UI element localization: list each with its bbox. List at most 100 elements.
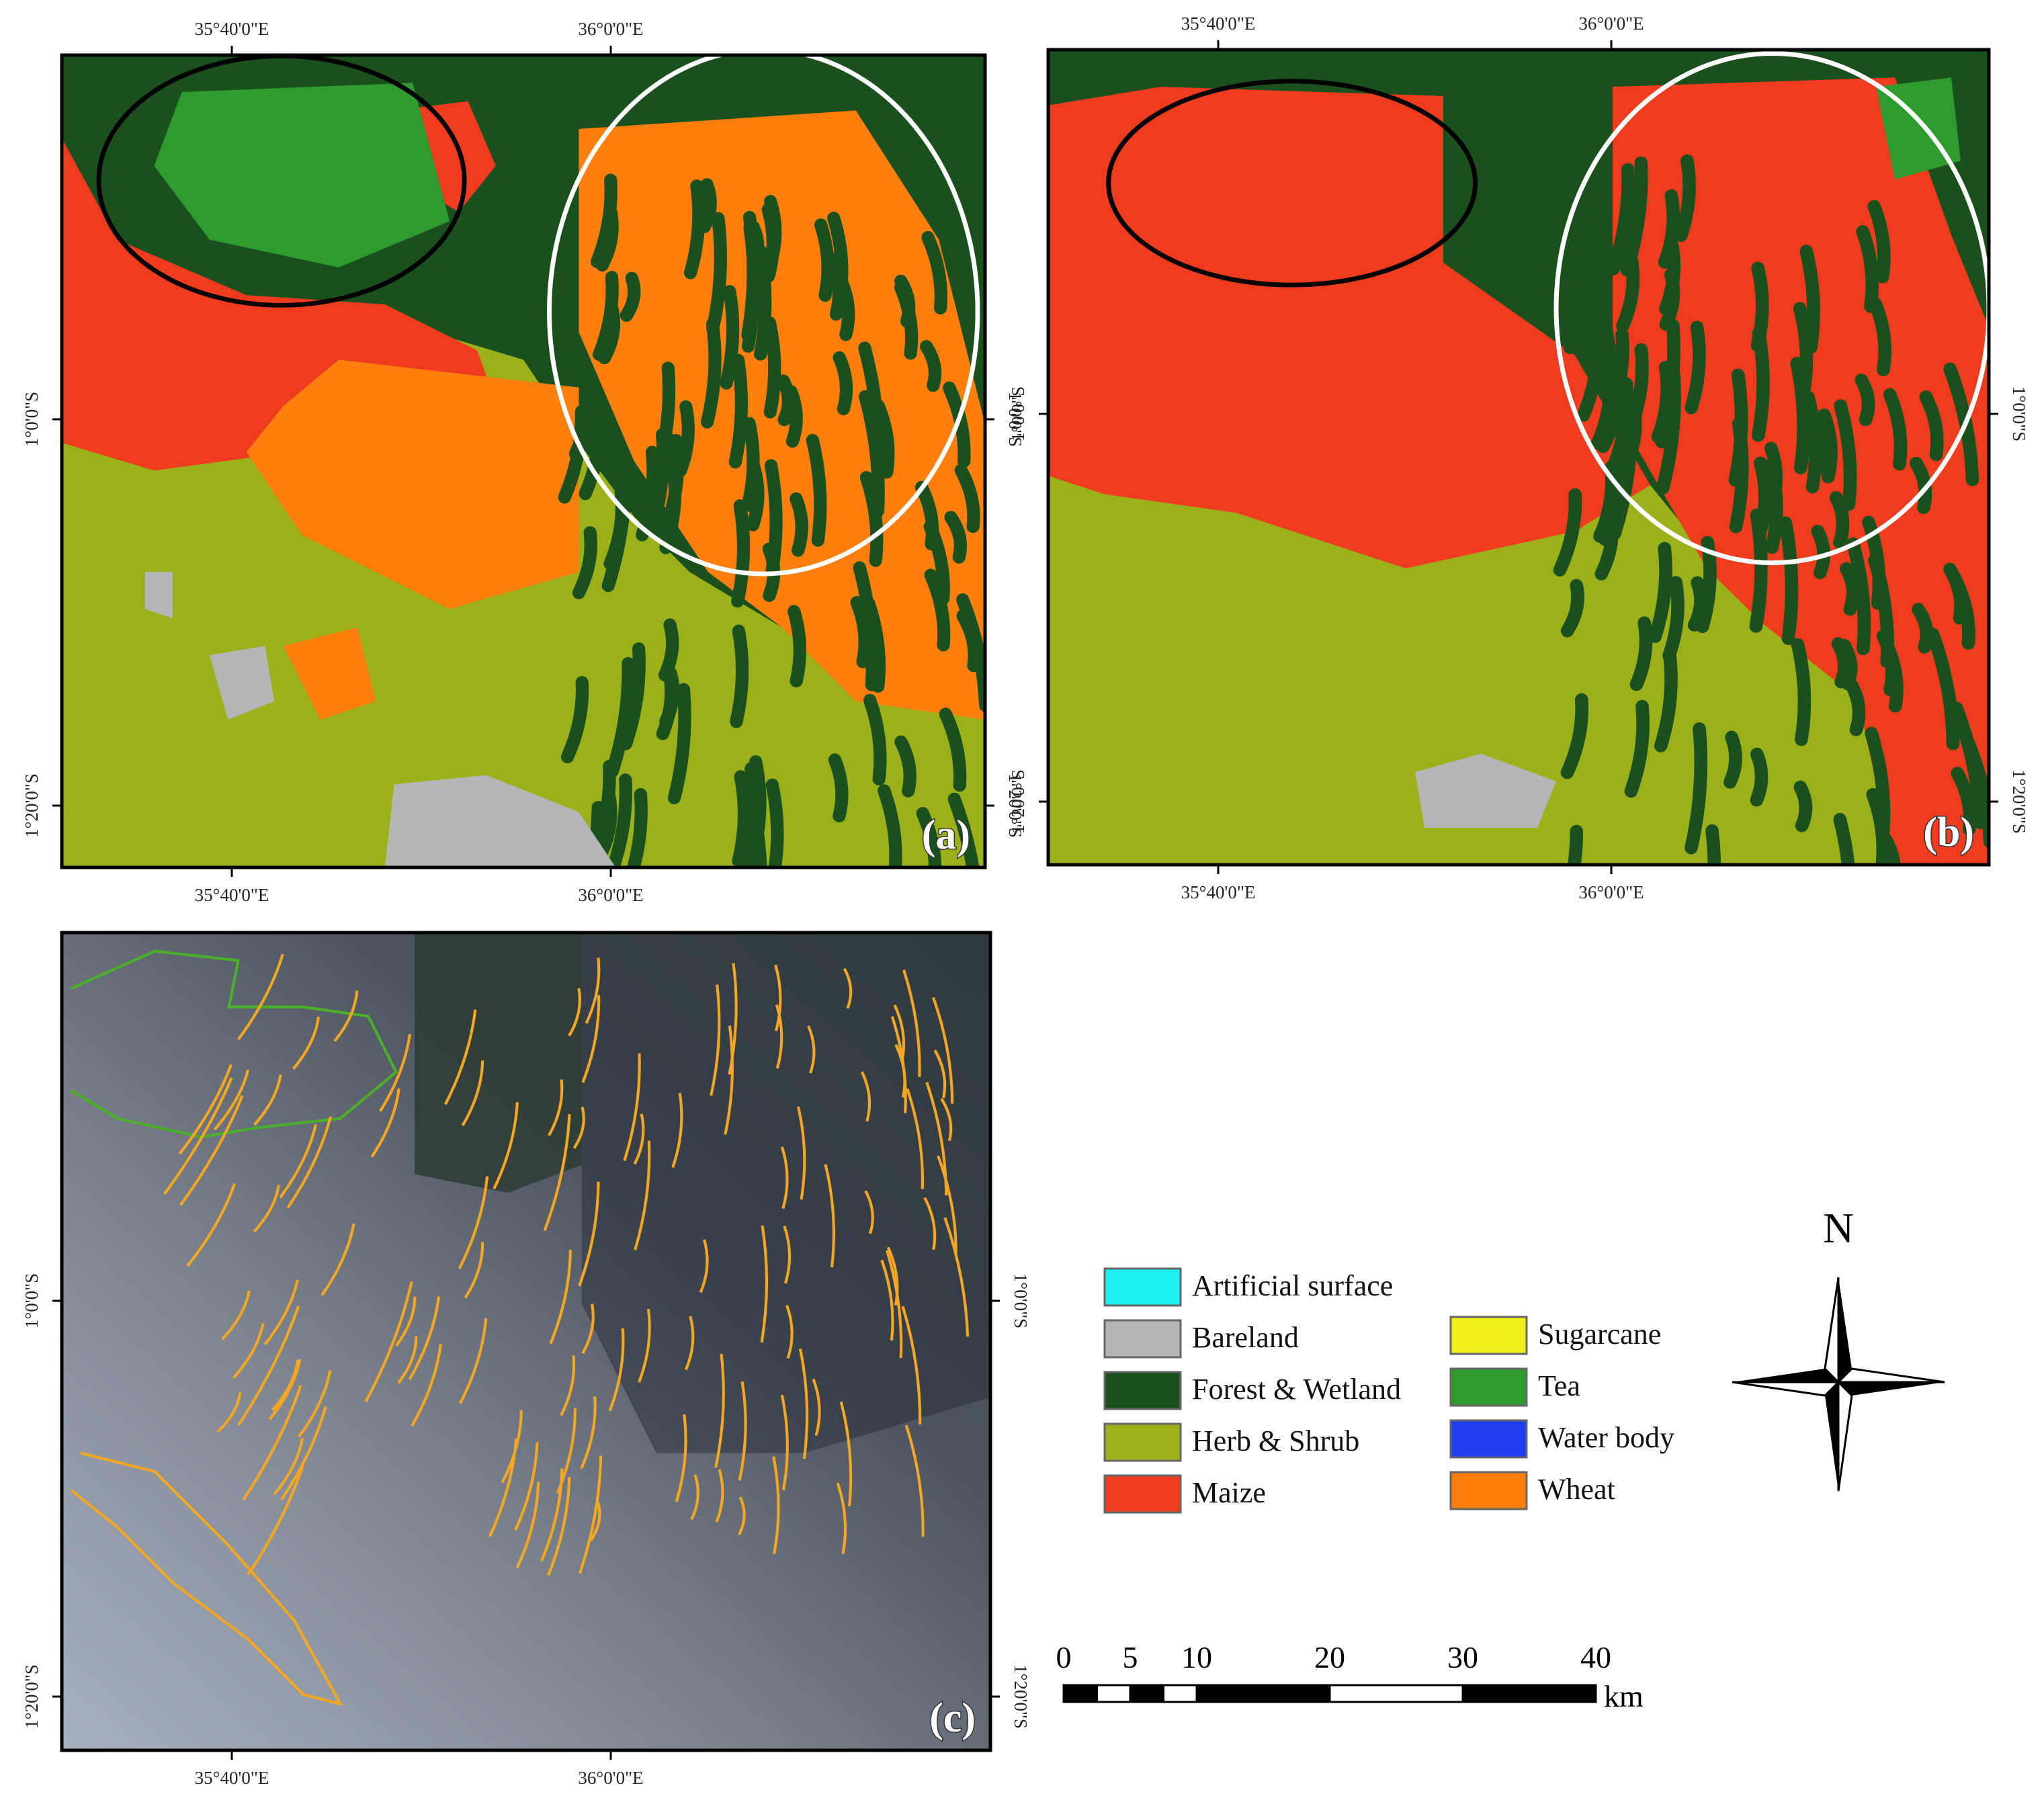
field-outline — [760, 1225, 769, 1343]
field-outline — [608, 1328, 625, 1412]
forest-streak — [1563, 280, 1590, 355]
field-outline — [321, 1223, 355, 1296]
scale-label: 30 — [1447, 1640, 1478, 1674]
forest-streak — [730, 624, 749, 728]
map-g — [1553, 154, 1989, 865]
annotations: (a) 35°40'0"E 35°40'0"E 36°0'0"E 36°0'0"E 1°0… — [22, 13, 2029, 1788]
scale-segment — [1096, 1684, 1132, 1703]
forest-streak — [835, 274, 855, 341]
field-outline — [839, 1401, 853, 1506]
forest-streak — [606, 773, 632, 867]
map-polygon — [144, 572, 173, 619]
forest-streak — [706, 212, 727, 335]
field-outline — [906, 1088, 925, 1189]
lat-label: 1°20'0"S — [22, 773, 42, 838]
lat-label: 1°0'0"S — [22, 1273, 42, 1328]
field-outline — [514, 1442, 539, 1531]
field-outline — [690, 1474, 699, 1521]
field-outline — [397, 1336, 418, 1384]
forest-streak — [1950, 701, 1988, 830]
forest-streak — [1919, 390, 1944, 462]
forest-streak — [741, 417, 760, 512]
field-outline — [395, 1296, 417, 1347]
field-outline — [559, 1355, 576, 1416]
scale-label: 0 — [1056, 1640, 1072, 1674]
forest-streak — [947, 792, 980, 867]
lat-label: 1°20'0"S — [22, 1664, 42, 1729]
forest-streak — [728, 353, 748, 469]
field-outline — [379, 1033, 412, 1112]
field-outline — [589, 1501, 601, 1541]
map-g — [163, 953, 970, 1576]
forest-streak — [763, 316, 781, 419]
forest-streak — [806, 433, 827, 547]
field-outline — [714, 1353, 725, 1468]
field-outline — [783, 1226, 792, 1284]
field-outline — [548, 1079, 564, 1136]
field-outline — [940, 1098, 953, 1142]
map-polygon — [1876, 77, 1961, 179]
field-outline — [280, 1406, 327, 1501]
forest-streak — [1656, 368, 1681, 495]
scale-segment — [1195, 1684, 1331, 1703]
field-outline — [724, 1025, 734, 1135]
field-outline — [638, 1308, 651, 1383]
field-outline — [178, 1064, 232, 1155]
field-outline — [807, 1025, 816, 1074]
field-outline — [543, 1113, 571, 1232]
forest-streak — [1624, 343, 1649, 434]
forest-streak — [1926, 628, 1960, 751]
legend-swatch — [1103, 1371, 1182, 1410]
field-outline — [738, 1381, 747, 1481]
legend-swatch — [1103, 1267, 1182, 1307]
field-outline — [461, 1060, 484, 1127]
map-panel-a — [62, 55, 985, 867]
field-outline — [902, 969, 921, 1077]
forest-streak — [1883, 388, 1908, 471]
forest-streak — [1912, 603, 1934, 654]
lat-label: 1°20'0"S — [1011, 1664, 1031, 1729]
field-outline — [933, 1050, 947, 1099]
field-outline — [458, 1176, 489, 1269]
field-outline — [728, 963, 738, 1075]
field-outline — [860, 1071, 871, 1122]
forest-streak — [1553, 488, 1582, 577]
legend-swatch — [1103, 1422, 1182, 1462]
field-outline — [623, 1053, 641, 1162]
field-outline — [237, 1306, 300, 1426]
field-outline — [901, 1306, 922, 1425]
field-outline — [585, 957, 601, 1024]
forest-streak — [1799, 245, 1820, 354]
forest-streak — [1943, 562, 1967, 625]
forest-streak — [619, 642, 646, 751]
field-outline — [213, 1069, 250, 1131]
field-outline — [370, 1088, 400, 1158]
legend-swatch — [1449, 1471, 1528, 1510]
legend-label: Tea — [1538, 1369, 1580, 1402]
panel-label: (a) — [922, 812, 970, 858]
field-outline — [292, 1017, 321, 1070]
forest-streak — [761, 203, 779, 283]
forest-streak — [916, 807, 942, 867]
forest-streak — [1845, 679, 1866, 736]
forest-streak — [1560, 579, 1584, 638]
field-outline — [780, 1394, 789, 1491]
lon-label: 36°0'0"E — [578, 885, 643, 905]
forest-streak — [1576, 330, 1605, 422]
forest-streak — [1951, 767, 1977, 836]
forest-streak — [863, 693, 887, 786]
forest-streak — [1801, 390, 1822, 494]
forest-streak — [853, 561, 879, 691]
field-outline — [458, 1318, 488, 1404]
map-polygon — [1732, 1381, 1841, 1397]
map-polygon — [1825, 1382, 1838, 1491]
lat-label: 1°0'0"S — [1011, 1273, 1031, 1328]
field-outline — [864, 1190, 874, 1234]
forest-streak — [1616, 255, 1640, 333]
legend-swatch — [1449, 1316, 1528, 1355]
field-outline — [798, 1349, 809, 1459]
field-outline — [268, 1359, 302, 1420]
panel-frame — [60, 53, 987, 869]
map-polygon — [1048, 87, 1650, 568]
forest-streak — [1831, 637, 1851, 689]
